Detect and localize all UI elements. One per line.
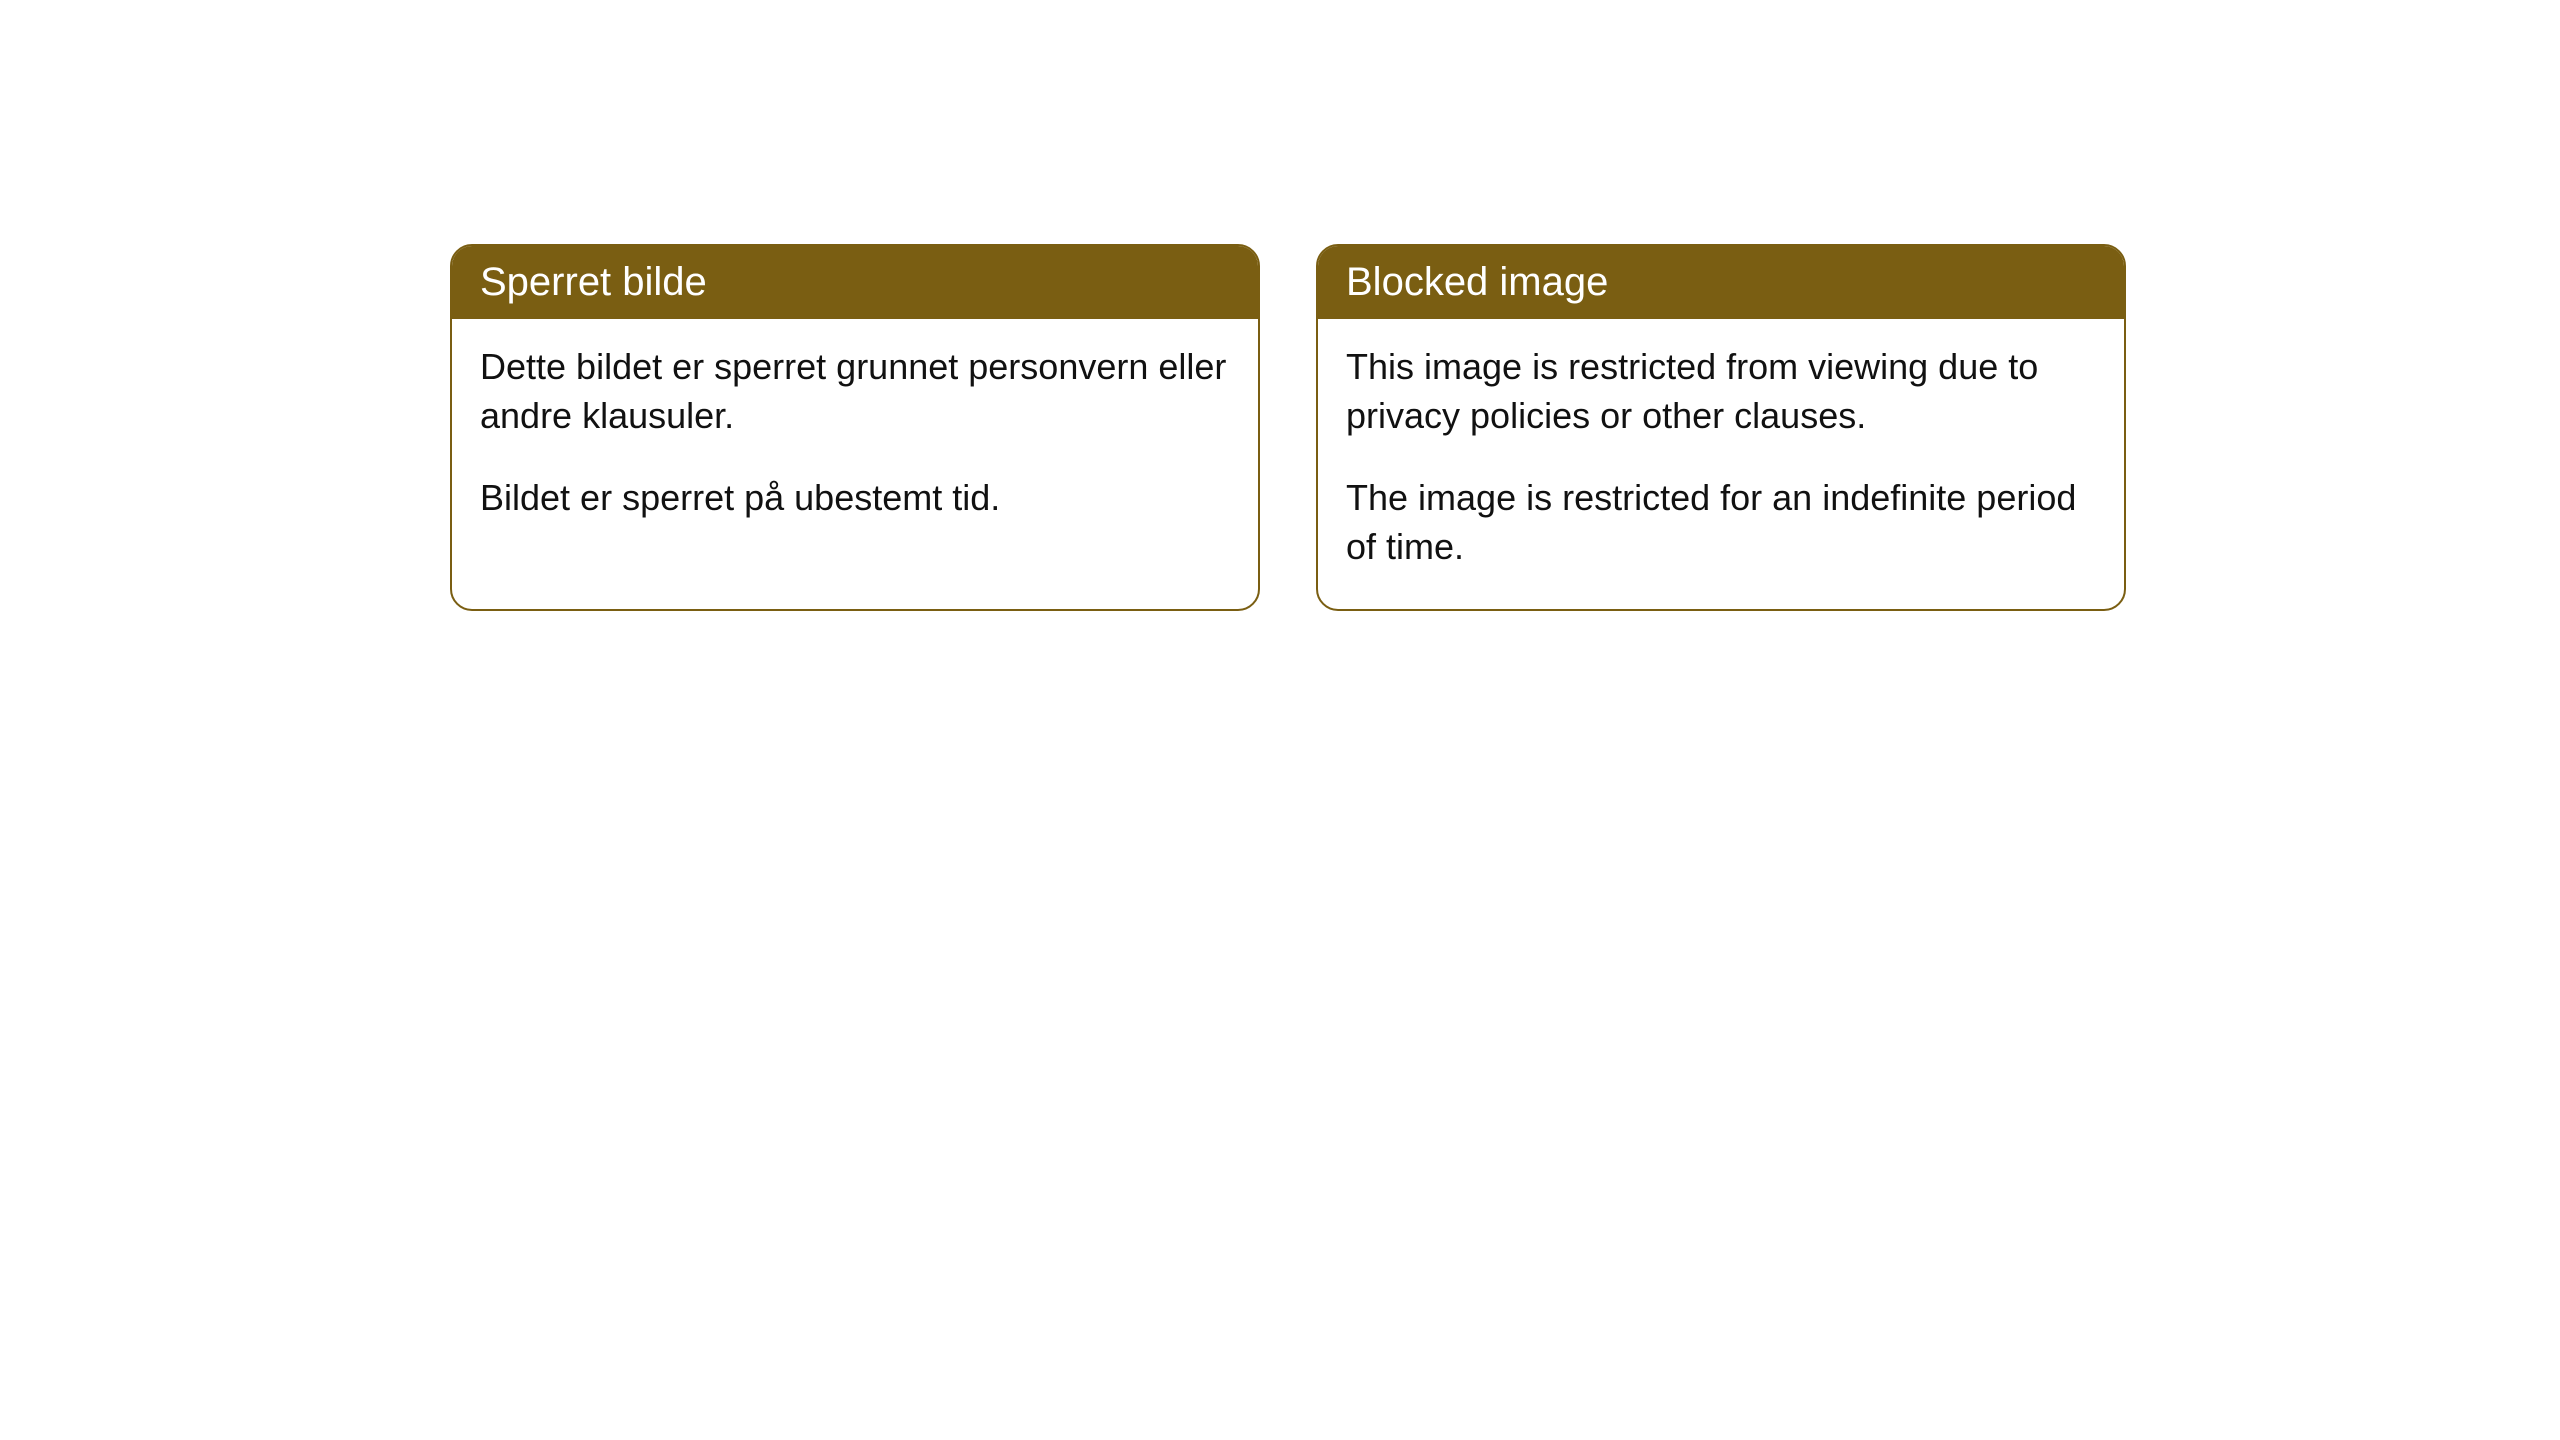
notice-cards-container: Sperret bilde Dette bildet er sperret gr… [450, 244, 2126, 611]
card-body: This image is restricted from viewing du… [1318, 319, 2124, 609]
notice-card-norwegian: Sperret bilde Dette bildet er sperret gr… [450, 244, 1260, 611]
card-paragraph-1: This image is restricted from viewing du… [1346, 343, 2096, 440]
card-paragraph-2: The image is restricted for an indefinit… [1346, 474, 2096, 571]
card-paragraph-1: Dette bildet er sperret grunnet personve… [480, 343, 1230, 440]
card-title: Sperret bilde [480, 260, 707, 304]
card-header: Sperret bilde [452, 246, 1258, 319]
card-title: Blocked image [1346, 260, 1608, 304]
card-header: Blocked image [1318, 246, 2124, 319]
card-paragraph-2: Bildet er sperret på ubestemt tid. [480, 474, 1230, 523]
card-body: Dette bildet er sperret grunnet personve… [452, 319, 1258, 561]
notice-card-english: Blocked image This image is restricted f… [1316, 244, 2126, 611]
